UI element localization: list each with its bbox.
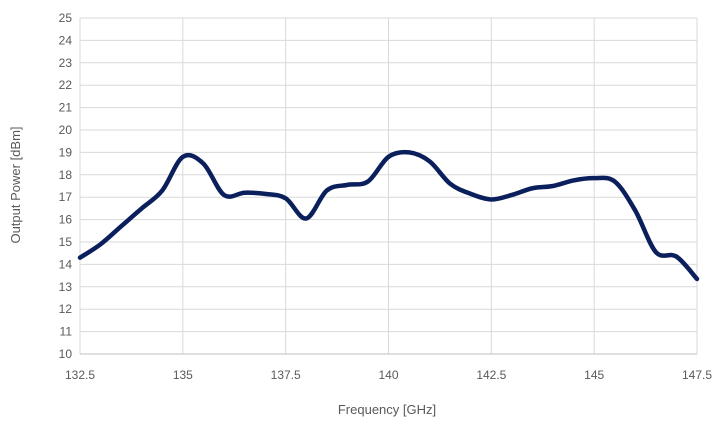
y-tick-label: 22 — [59, 78, 73, 92]
y-tick-label: 14 — [59, 257, 73, 271]
series — [77, 149, 700, 282]
y-tick-label: 17 — [59, 190, 73, 204]
y-tick-label: 18 — [59, 168, 73, 182]
y-tick-label: 25 — [59, 11, 73, 25]
tick-labels: 10 11 12 13 14 15 16 17 18 19 20 21 22 23 24 25 132.5 135… — [59, 11, 713, 382]
y-tick-label: 23 — [59, 56, 73, 70]
y-tick-label: 15 — [59, 235, 73, 249]
x-tick-label: 140 — [378, 368, 398, 382]
y-tick-label: 16 — [59, 213, 73, 227]
y-tick-label: 21 — [59, 101, 73, 115]
series-line — [77, 149, 700, 282]
y-tick-label: 19 — [59, 145, 73, 159]
y-tick-label: 13 — [59, 280, 73, 294]
x-tick-label: 135 — [173, 368, 193, 382]
x-tick-label: 145 — [584, 368, 604, 382]
y-axis-title: Output Power [dBm] — [8, 126, 23, 243]
y-tick-label: 10 — [59, 347, 73, 361]
y-tick-label: 11 — [60, 325, 73, 339]
gridlines — [79, 17, 698, 354]
y-tick-label: 12 — [59, 302, 73, 316]
x-axis-title: Frequency [GHz] — [338, 402, 436, 417]
x-tick-label: 142.5 — [476, 368, 506, 382]
x-tick-label: 132.5 — [65, 368, 95, 382]
y-tick-label: 24 — [59, 33, 73, 47]
x-tick-label: 147.5 — [682, 368, 712, 382]
x-tick-label: 137.5 — [271, 368, 301, 382]
y-tick-label: 20 — [59, 123, 73, 137]
